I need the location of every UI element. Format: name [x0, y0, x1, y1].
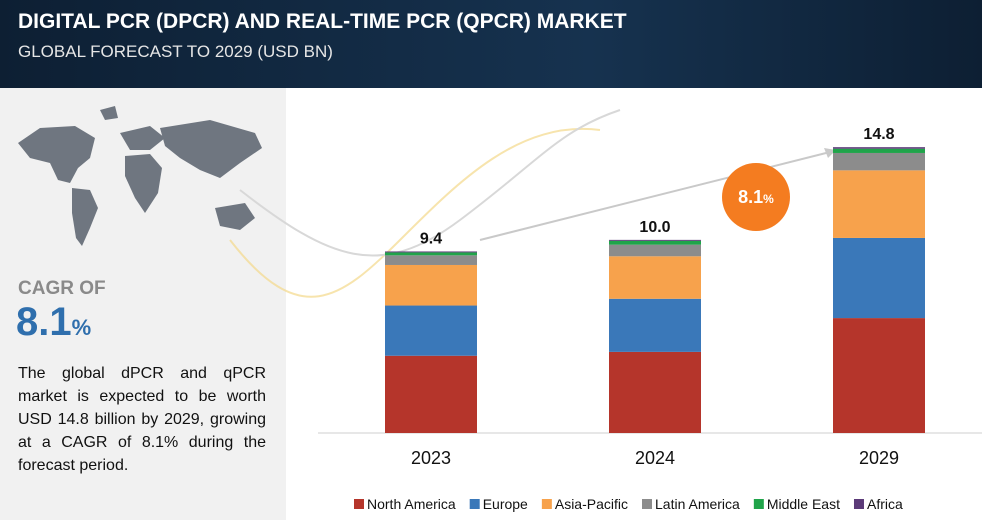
bar-segment — [385, 355, 477, 433]
legend-swatch — [469, 499, 480, 509]
bar-segment — [385, 264, 477, 306]
legend-swatch — [853, 499, 864, 509]
bar-segment — [385, 251, 477, 253]
summary-text: The global dPCR and qPCR market is expec… — [18, 365, 266, 474]
bar-segment — [833, 170, 925, 238]
badge-number: 8.1 — [738, 187, 763, 207]
cagr-value: 8.1% — [16, 300, 91, 345]
bar-segment — [833, 237, 925, 319]
bar-segment — [609, 240, 701, 245]
trend-arrow-head — [824, 148, 836, 158]
bar-segment — [609, 256, 701, 299]
cagr-label: CAGR OF — [18, 278, 106, 299]
header: DIGITAL PCR (DPCR) AND REAL-TIME PCR (QP… — [0, 0, 982, 88]
total-label: 14.8 — [863, 126, 894, 143]
decor-curve — [239, 109, 621, 257]
bar-segment — [833, 148, 925, 153]
bar-segment — [833, 147, 925, 149]
summary-panel: CAGR OF 8.1% The global dPCR and qPCR ma… — [0, 88, 286, 520]
subtitle: GLOBAL FORECAST TO 2029 (USD BN) — [18, 42, 333, 61]
trend-arrow — [479, 151, 831, 241]
legend-swatch — [642, 499, 652, 509]
legend-swatch — [753, 499, 764, 509]
legend-label: Latin America — [655, 496, 740, 512]
legend-label: North America — [367, 496, 456, 512]
bar-segment — [609, 351, 701, 433]
bar-segment — [609, 239, 701, 241]
x-tick-label: 2029 — [859, 448, 899, 468]
legend-label: Africa — [867, 496, 903, 512]
badge-unit: % — [763, 192, 774, 206]
total-label: 10.0 — [639, 219, 670, 236]
bar-segment — [833, 152, 925, 171]
x-tick-label: 2023 — [411, 448, 451, 468]
x-tick-label: 2024 — [635, 448, 675, 468]
legend-swatch — [541, 499, 552, 509]
bar-segment — [385, 252, 477, 256]
legend-label: Europe — [483, 496, 528, 512]
bar-segment — [833, 318, 925, 433]
cagr-badge — [722, 163, 790, 231]
cagr-unit: % — [71, 315, 92, 340]
cagr-badge-text: 8.1% — [738, 187, 774, 207]
legend-swatch — [354, 499, 364, 509]
bar-segment — [609, 244, 701, 257]
world-map — [18, 106, 262, 246]
bar-segment — [385, 255, 477, 265]
bar-segment — [609, 298, 701, 352]
total-label: 9.4 — [420, 230, 442, 247]
legend-label: Asia-Pacific — [555, 496, 628, 512]
bar-segment — [385, 305, 477, 356]
cagr-number: 8.1 — [16, 300, 72, 344]
title: DIGITAL PCR (DPCR) AND REAL-TIME PCR (QP… — [18, 10, 627, 33]
legend-label: Middle East — [767, 496, 840, 512]
